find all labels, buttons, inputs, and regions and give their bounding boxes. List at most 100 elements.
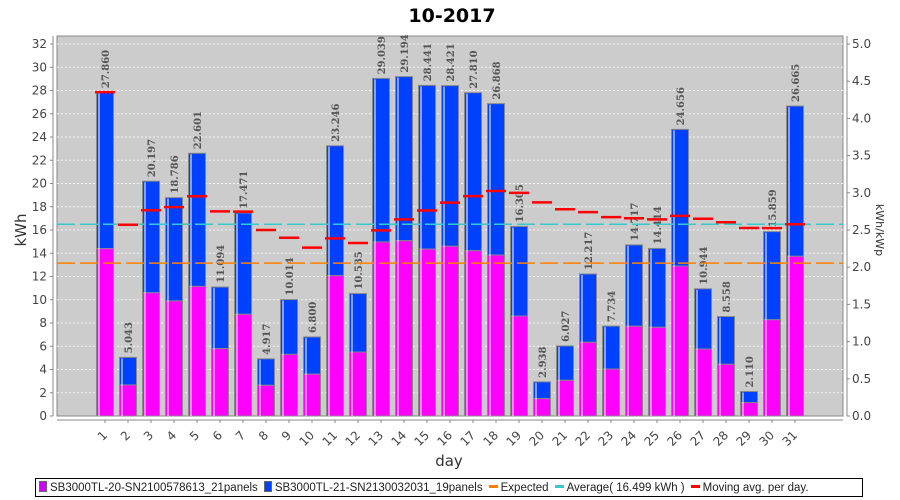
x-tick-label: 27 [687, 428, 708, 449]
bar-segment-sb3000tl-20 [510, 315, 528, 417]
y-right-tick-label: 1.5 [852, 297, 871, 311]
y-right-tick-label: 3.5 [852, 149, 871, 163]
bar-total-label: 29.039 [377, 36, 388, 74]
bar-total-label: 8.558 [722, 281, 733, 312]
y-tick-label: 6 [39, 339, 47, 353]
legend-swatch-icon [263, 481, 272, 492]
bar-total-label: 6.800 [308, 302, 319, 333]
bar-segment-sb3000tl-20 [579, 341, 597, 417]
bar-segment-sb3000tl-20 [303, 373, 321, 417]
legend-swatch-icon [39, 481, 47, 492]
x-tick-label: 23 [595, 428, 616, 449]
y-tick-label: 2 [39, 386, 47, 400]
bar-total-label: 10.944 [699, 246, 710, 284]
y-right-tick-label: 0.5 [852, 372, 871, 386]
bar-segment-sb3000tl-20 [786, 255, 804, 417]
bar-total-label: 26.868 [492, 61, 503, 99]
bar-segment-sb3000tl-20 [96, 248, 114, 417]
x-tick-label: 7 [233, 428, 248, 443]
y-axis-right-label: kWh/kWp [873, 204, 886, 256]
bar-total-label: 6.027 [561, 311, 572, 342]
bar-segment-sb3000tl-20 [717, 363, 735, 417]
bar-total-label: 2.938 [538, 346, 549, 377]
y-tick-label: 0 [39, 409, 47, 423]
chart-title: 10-2017 [408, 5, 495, 27]
bar-segment-sb3000tl-20 [165, 300, 183, 417]
bar-total-label: 10.535 [354, 251, 365, 289]
y-right-tick-label: 4.0 [852, 111, 871, 125]
x-tick-label: 11 [319, 428, 340, 449]
x-tick-label: 22 [572, 428, 593, 449]
legend-line-icon [554, 484, 564, 488]
x-tick-label: 1 [95, 428, 110, 443]
y-tick-label: 30 [32, 60, 47, 74]
bar-total-label: 20.197 [147, 139, 158, 177]
bar-segment-sb3000tl-20 [740, 402, 758, 417]
legend-label: SB3000TL-20-SN2100578613_21panels [50, 482, 258, 494]
bar-total-label: 15.859 [768, 189, 779, 227]
x-tick-label: 18 [480, 428, 501, 449]
y-tick-label: 32 [32, 37, 47, 51]
bar-segment-sb3000tl-20 [648, 326, 666, 417]
x-tick-label: 26 [664, 428, 685, 449]
x-tick-label: 9 [279, 428, 294, 443]
bar-total-label: 23.246 [331, 103, 342, 141]
x-tick-label: 3 [141, 428, 156, 443]
bar-segment-sb3000tl-20 [418, 248, 436, 417]
bar-segment-sb3000tl-20 [280, 353, 298, 417]
bar-segment-sb3000tl-20 [395, 240, 413, 417]
y-tick-label: 26 [32, 107, 47, 121]
x-tick-label: 28 [710, 428, 731, 449]
x-tick-label: 8 [256, 428, 271, 443]
bar-segment-sb3000tl-20 [349, 351, 367, 417]
x-tick-label: 6 [210, 428, 225, 443]
y-tick-label: 16 [32, 223, 47, 237]
bar-total-label: 7.734 [607, 291, 618, 322]
bar-total-label: 28.441 [423, 43, 434, 81]
bar-segment-sb3000tl-20 [671, 265, 689, 417]
y-tick-label: 28 [32, 84, 47, 98]
x-tick-label: 13 [365, 428, 386, 449]
legend-item: SB3000TL-20-SN2100578613_21panels [39, 481, 258, 494]
bar-segment-sb3000tl-20 [188, 285, 206, 417]
bar-total-label: 16.305 [515, 184, 526, 222]
y-tick-label: 4 [39, 363, 47, 377]
y-tick-label: 8 [39, 316, 47, 330]
bar-total-label: 24.656 [676, 87, 687, 125]
y-right-tick-label: 1.0 [852, 335, 871, 349]
bar-total-label: 10.014 [285, 257, 296, 295]
bar-segment-sb3000tl-20 [625, 325, 643, 417]
x-tick-label: 10 [296, 428, 317, 449]
bar-total-label: 12.217 [584, 232, 595, 270]
y-right-tick-label: 0.0 [852, 409, 871, 423]
x-tick-label: 21 [549, 428, 570, 449]
x-tick-label: 2 [118, 428, 133, 443]
y-tick-label: 10 [32, 293, 47, 307]
bar-total-label: 2.110 [745, 356, 756, 387]
bar-segment-sb3000tl-20 [257, 384, 275, 417]
bar-segment-sb3000tl-20 [464, 250, 482, 417]
bar-total-label: 27.860 [101, 50, 112, 88]
legend-item: SB3000TL-21-SN2130032031_19panels [263, 481, 483, 494]
x-tick-label: 24 [618, 428, 639, 449]
legend-line-icon [488, 484, 498, 488]
legend-item: Expected [488, 481, 549, 494]
bar-total-label: 4.917 [262, 323, 273, 354]
x-tick-label: 31 [779, 428, 800, 449]
legend-label: Average( 16.499 kWh ) [566, 481, 685, 494]
x-axis-label: day [435, 452, 463, 470]
bar-total-label: 18.786 [170, 155, 181, 193]
bar-segment-sb3000tl-20 [763, 319, 781, 417]
bar-segment-sb3000tl-20 [372, 241, 390, 417]
x-tick-label: 4 [164, 428, 179, 443]
x-tick-label: 14 [388, 428, 409, 449]
y-right-tick-label: 3.0 [852, 186, 871, 200]
x-tick-label: 25 [641, 428, 662, 449]
bar-total-label: 17.471 [239, 171, 250, 209]
bar-total-label: 5.043 [124, 322, 135, 353]
x-tick-label: 29 [733, 428, 754, 449]
legend-label: Expected [500, 481, 549, 494]
x-tick-label: 12 [342, 428, 363, 449]
y-tick-label: 14 [32, 246, 47, 260]
